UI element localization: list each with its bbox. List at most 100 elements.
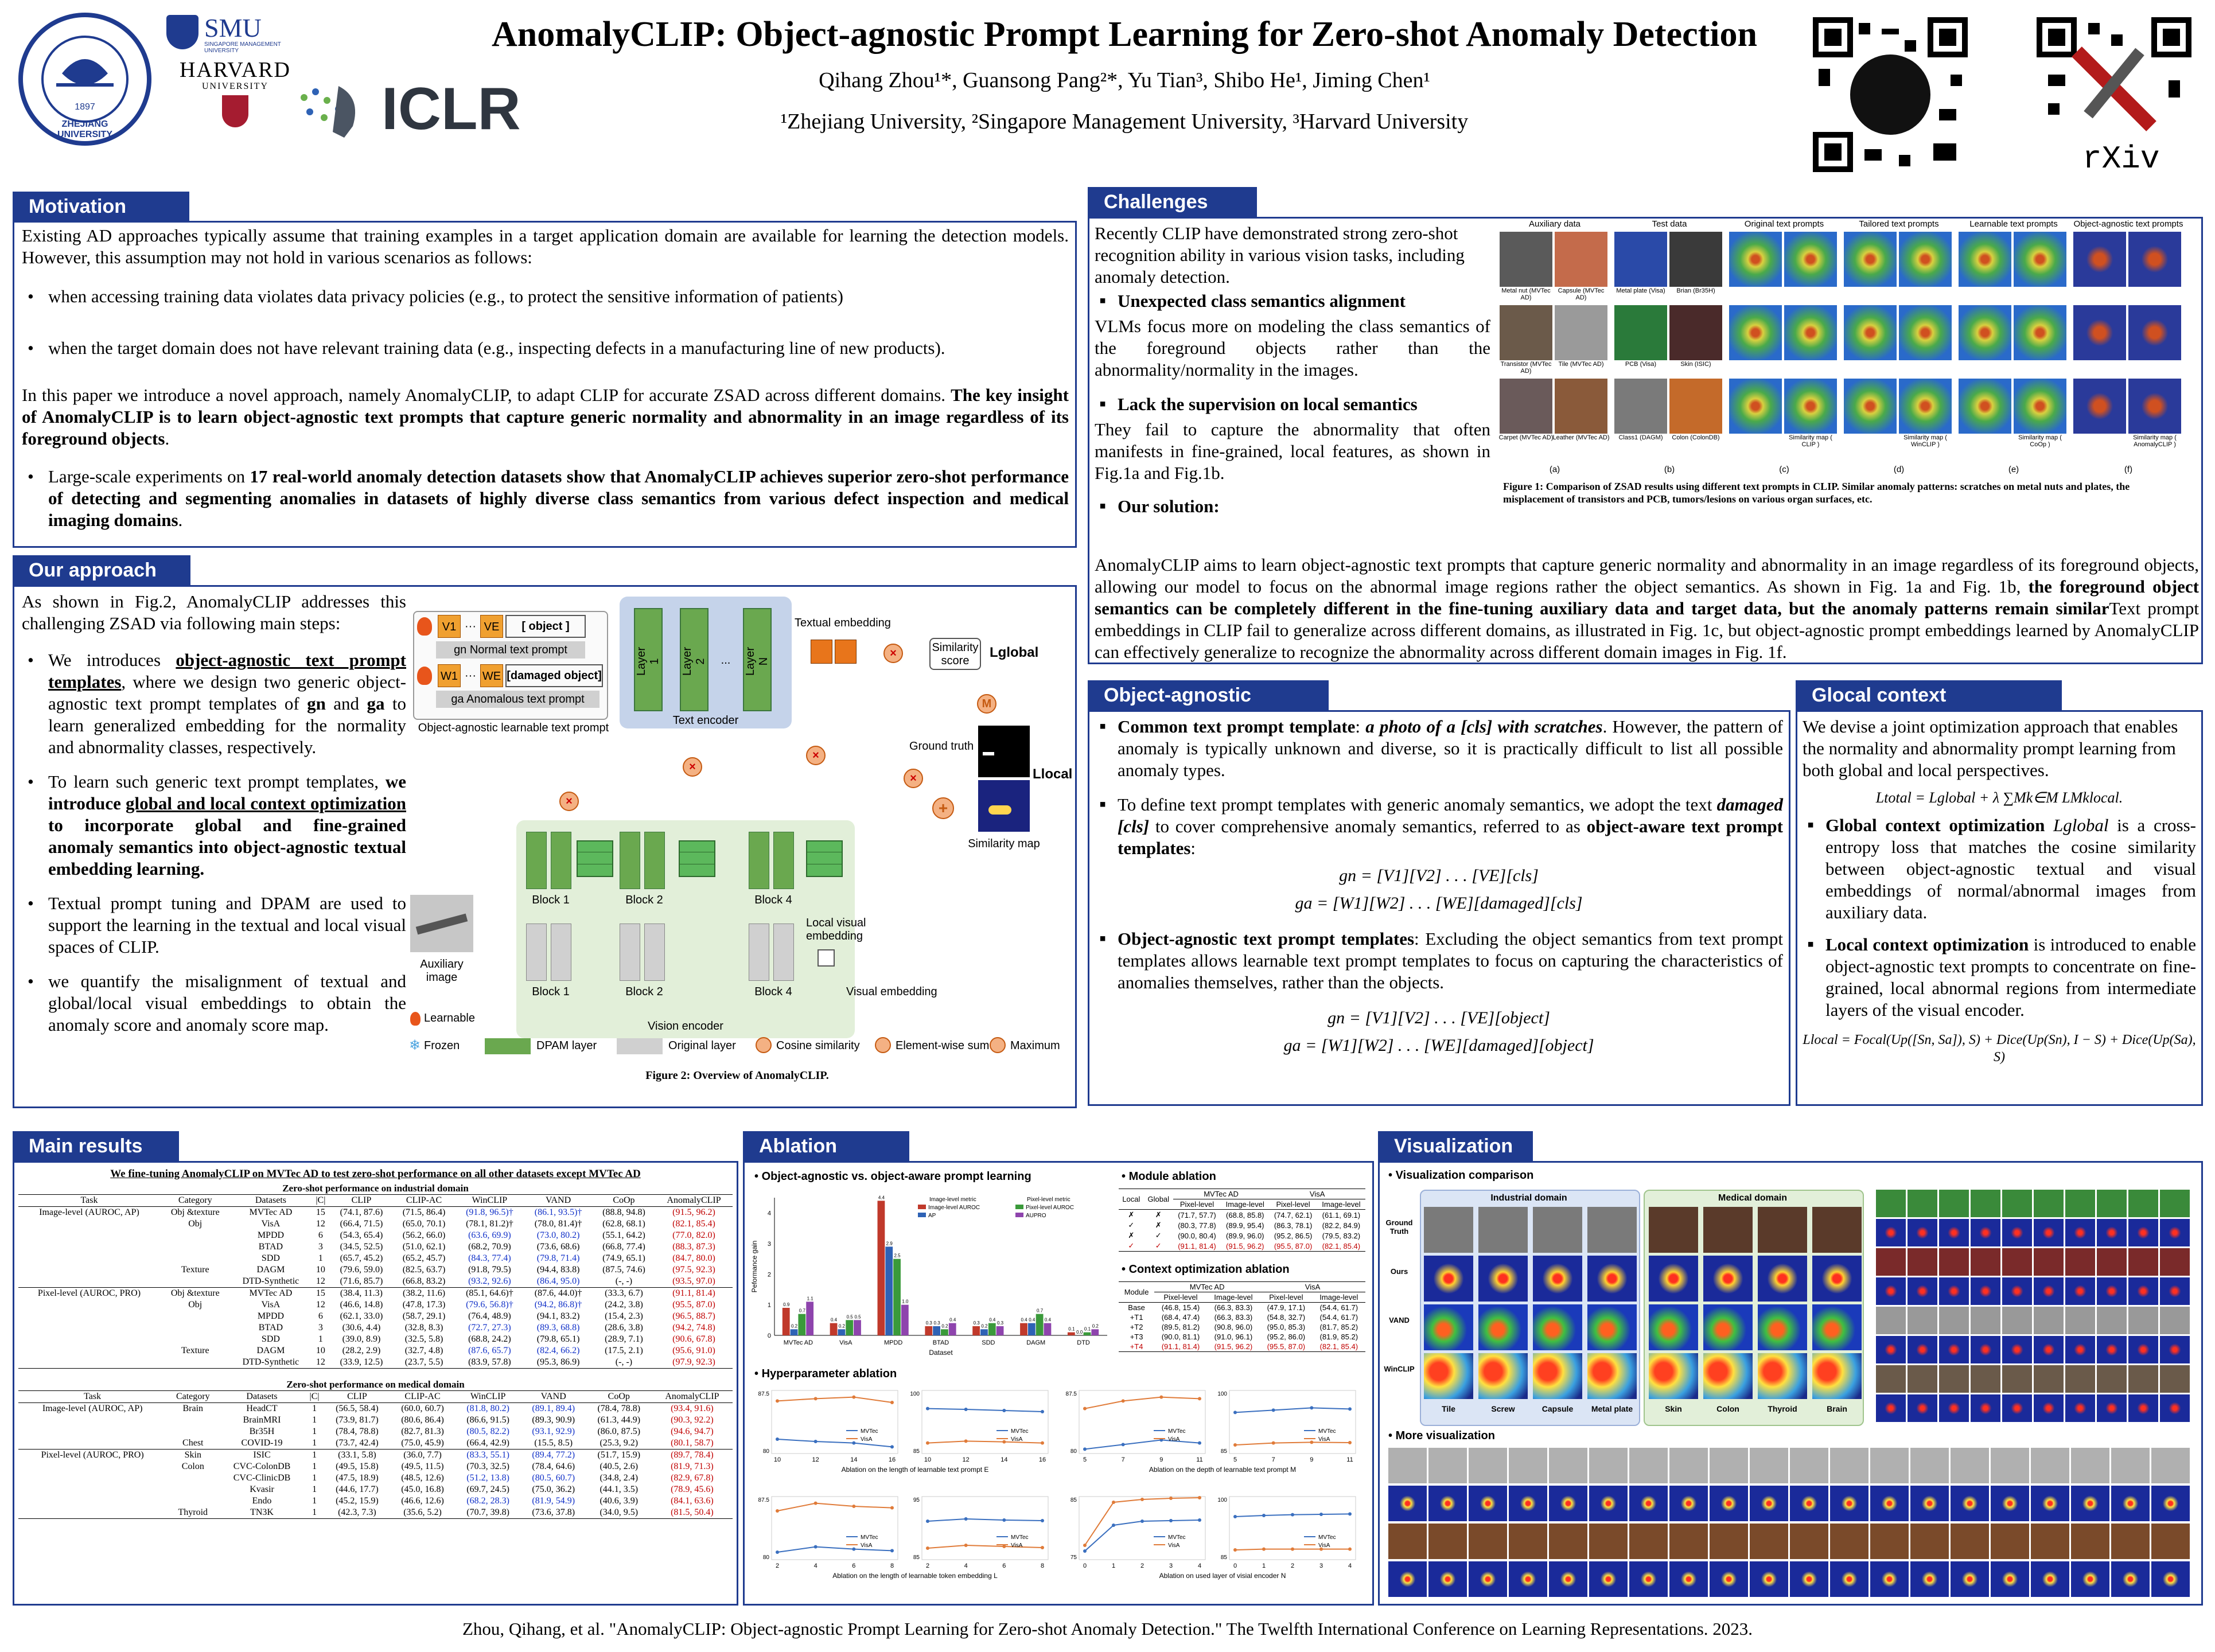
viz-more-image xyxy=(2151,1448,2190,1483)
data-label: 0.2 xyxy=(981,1323,988,1328)
viz-section-1: Visualization comparison xyxy=(1395,1169,1534,1182)
results-title: Main results xyxy=(13,1131,179,1161)
table-cell: SDD xyxy=(261,1253,280,1263)
bar xyxy=(972,1326,980,1335)
visual-embedding-label: Visual embedding xyxy=(846,985,937,998)
table-row: Base (46.8, 15.4) (66.3, 83.3) (47.9, 17.1)… xyxy=(1119,1303,1365,1313)
motivation-title: Motivation xyxy=(13,192,189,221)
thumbnail-label: Metal plate (Visa) xyxy=(1616,287,1665,294)
y-axis-label: Peformance gain xyxy=(750,1241,758,1293)
table-row: Br35H 1 (78.4, 78.8) (82.7, 81.3) (80.5, 82.… xyxy=(18,1426,733,1437)
data-point xyxy=(813,1440,818,1443)
viz-column-label: Colon xyxy=(1716,1404,1739,1413)
bullet-icon: • xyxy=(754,1170,762,1183)
table-cell: (51.7, 15.9) xyxy=(597,1450,641,1460)
y-tick-label: 100 xyxy=(1217,1497,1227,1503)
table-cell: (86.3, 78.1) xyxy=(1274,1221,1313,1230)
figure-1: Auxiliary data Test data Original text p… xyxy=(1497,219,2197,517)
table-cell: (66.4, 42.9) xyxy=(466,1438,509,1448)
table-cell: (42.3, 7.3) xyxy=(338,1507,376,1517)
x-tick-label: DTD xyxy=(1077,1339,1090,1346)
data-point xyxy=(1041,1519,1044,1522)
table-cell xyxy=(18,1299,160,1311)
table-cell: Pixel-level (AUROC, PRO) xyxy=(37,1288,141,1298)
viz-extra-image xyxy=(2160,1277,2190,1305)
flame-icon xyxy=(417,667,432,685)
viz-extra-image xyxy=(1971,1307,2000,1334)
table-cell: (70.3, 32.5) xyxy=(466,1462,509,1471)
table-cell: (82.1, 85.4) xyxy=(1319,1342,1358,1351)
table-cell xyxy=(18,1495,166,1507)
viz-more-image xyxy=(1750,1524,1788,1559)
viz-extra-image xyxy=(1876,1219,1906,1246)
table-header: Image-level xyxy=(1221,1199,1270,1210)
table-cell: (89.1, 89.4) xyxy=(532,1404,575,1413)
table-header: AnomalyCLIP xyxy=(651,1390,733,1403)
data-point xyxy=(1169,1497,1173,1500)
table-cell: Endo xyxy=(252,1496,272,1506)
bar xyxy=(790,1329,798,1335)
viz-more-image xyxy=(2111,1448,2150,1483)
legend-label: AUPRO xyxy=(1026,1213,1046,1219)
viz-extra-image xyxy=(2097,1307,2127,1334)
github-qr-code[interactable] xyxy=(1813,17,1968,172)
table-cell: (39.0, 8.9) xyxy=(342,1334,381,1344)
bullet-icon: • xyxy=(1122,1263,1129,1276)
viz-more-image xyxy=(1509,1524,1547,1559)
data-point xyxy=(1198,1496,1201,1499)
x-tick-label: 6 xyxy=(852,1563,855,1569)
data-point xyxy=(1140,1498,1144,1501)
viz-image xyxy=(1758,1353,1807,1399)
table-row: ✗ ✗ (71.7, 57.7) (68.8, 85.8) (74.7, 62.1) (6… xyxy=(1119,1210,1365,1221)
viz-more-image xyxy=(1509,1486,1547,1521)
auxiliary-image xyxy=(1500,379,1552,434)
ablation-body: • Object-agnostic vs. object-aware promp… xyxy=(749,1167,1368,1603)
viz-image xyxy=(1587,1353,1637,1399)
legend-label: MVTec xyxy=(1318,1428,1336,1435)
x-tick-label: 12 xyxy=(963,1456,970,1463)
viz-extra-image xyxy=(1908,1307,1937,1334)
viz-extra-image xyxy=(1876,1336,1906,1363)
table-cell: (56.2, 66.0) xyxy=(402,1230,446,1240)
series-line xyxy=(777,1546,893,1553)
legend-swatch xyxy=(918,1213,926,1217)
arxiv-qr-code[interactable]: rXiv xyxy=(2037,17,2191,177)
viz-extra-image xyxy=(2128,1190,2158,1217)
bar xyxy=(1067,1332,1075,1335)
table-cell: (25.3, 9.2) xyxy=(600,1438,639,1448)
data-point xyxy=(813,1501,818,1505)
x-tick-label: 2 xyxy=(776,1563,779,1569)
x-tick-label: 4 xyxy=(964,1563,968,1569)
table-cell: (79.6, 56.8)† xyxy=(466,1300,513,1310)
table-cell: ✓ xyxy=(1155,1241,1162,1250)
viz-image xyxy=(1478,1207,1528,1253)
table-cell: 12 xyxy=(316,1219,325,1229)
y-tick-label: 85 xyxy=(1221,1448,1228,1455)
table-cell xyxy=(166,1484,219,1495)
viz-extra-image xyxy=(2065,1219,2095,1246)
element-wise-sum-icon xyxy=(875,1037,891,1053)
viz-more-image xyxy=(1509,1561,1547,1597)
results-body: We fine-tuning AnomalyCLIP on MVTec AD t… xyxy=(18,1168,733,1519)
table-cell: (78.4, 78.8) xyxy=(336,1427,379,1436)
data-label: 0.3 xyxy=(934,1320,941,1326)
test-image xyxy=(1614,379,1667,434)
table-cell: (84.3, 77.4) xyxy=(468,1253,511,1263)
table-cell: (28.2, 2.9) xyxy=(342,1346,381,1355)
bar xyxy=(838,1329,846,1335)
data-point xyxy=(890,1401,894,1404)
table-cell: BrainMRI xyxy=(243,1415,281,1425)
viz-image xyxy=(1812,1304,1862,1350)
table-cell: (80.5, 60.7) xyxy=(532,1473,575,1483)
medical-domain-label: Medical domain xyxy=(1718,1193,1788,1203)
x-axis-label: Dataset xyxy=(929,1349,953,1357)
table-cell: (91.8, 96.5)† xyxy=(466,1207,513,1217)
viz-extra-image xyxy=(2034,1248,2064,1276)
figure-legend: Learnable ❄ Frozen DPAM layer Original l… xyxy=(409,1012,1060,1054)
legend-label: MVTec xyxy=(861,1428,878,1435)
dpam-layer xyxy=(526,832,547,889)
table-header: Category xyxy=(166,1390,220,1403)
viz-extra-image xyxy=(2065,1307,2095,1334)
table-header: |C| xyxy=(304,1390,325,1403)
viz-column-label: Screw xyxy=(1491,1404,1515,1413)
